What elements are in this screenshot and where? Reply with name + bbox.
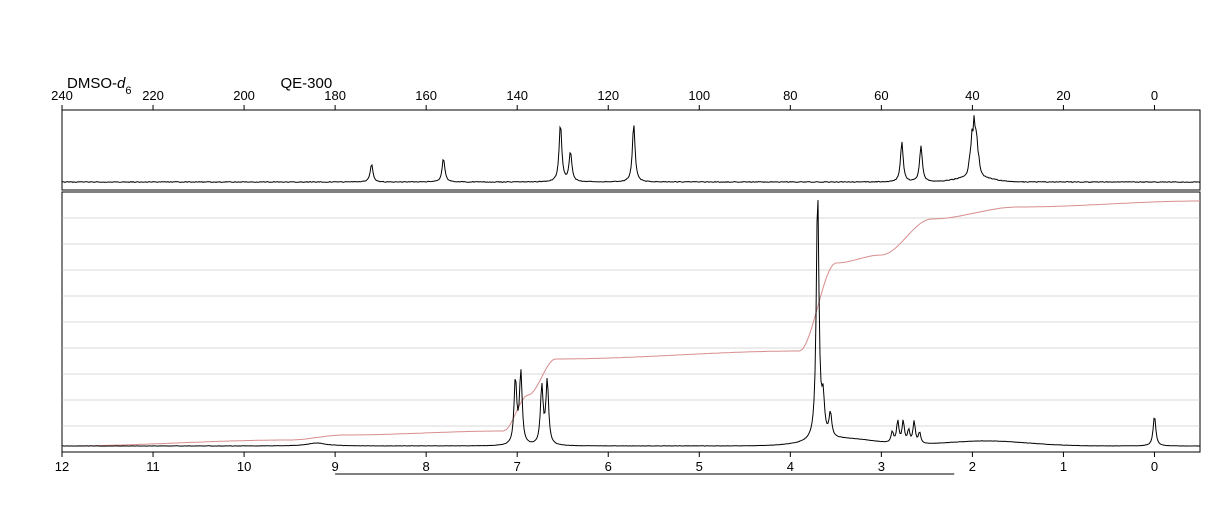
- svg-text:240: 240: [51, 88, 73, 103]
- svg-text:80: 80: [783, 88, 797, 103]
- svg-text:3: 3: [878, 459, 885, 474]
- carbon-panel-frame: [62, 110, 1200, 190]
- svg-text:4: 4: [787, 459, 794, 474]
- svg-text:11: 11: [146, 459, 160, 474]
- nmr-figure: DMSO-d6QE-300240220200180160140120100806…: [0, 0, 1224, 528]
- proton-spectrum: [62, 200, 1200, 446]
- svg-text:5: 5: [696, 459, 703, 474]
- svg-text:100: 100: [688, 88, 710, 103]
- svg-text:160: 160: [415, 88, 437, 103]
- svg-text:7: 7: [514, 459, 521, 474]
- svg-text:0: 0: [1151, 88, 1158, 103]
- svg-text:220: 220: [142, 88, 164, 103]
- proton-axis: 1211109876543210: [55, 452, 1158, 474]
- svg-text:40: 40: [965, 88, 979, 103]
- svg-text:20: 20: [1056, 88, 1070, 103]
- svg-text:8: 8: [423, 459, 430, 474]
- svg-text:12: 12: [55, 459, 69, 474]
- svg-text:120: 120: [597, 88, 619, 103]
- svg-text:6: 6: [605, 459, 612, 474]
- proton-integral-curve: [62, 201, 1200, 446]
- svg-text:9: 9: [332, 459, 339, 474]
- svg-text:1: 1: [1060, 459, 1067, 474]
- svg-text:200: 200: [233, 88, 255, 103]
- nmr-svg-canvas: DMSO-d6QE-300240220200180160140120100806…: [0, 0, 1224, 528]
- svg-text:140: 140: [506, 88, 528, 103]
- carbon-spectrum: [62, 115, 1200, 182]
- svg-text:0: 0: [1151, 459, 1158, 474]
- svg-text:10: 10: [237, 459, 251, 474]
- figure-titles: DMSO-d6QE-300: [67, 75, 332, 97]
- svg-text:60: 60: [874, 88, 888, 103]
- svg-text:180: 180: [324, 88, 346, 103]
- proton-grid: [62, 218, 1200, 426]
- svg-text:2: 2: [969, 459, 976, 474]
- carbon-axis: 240220200180160140120100806040200: [51, 88, 1158, 110]
- solvent-label: DMSO-d6: [67, 75, 131, 97]
